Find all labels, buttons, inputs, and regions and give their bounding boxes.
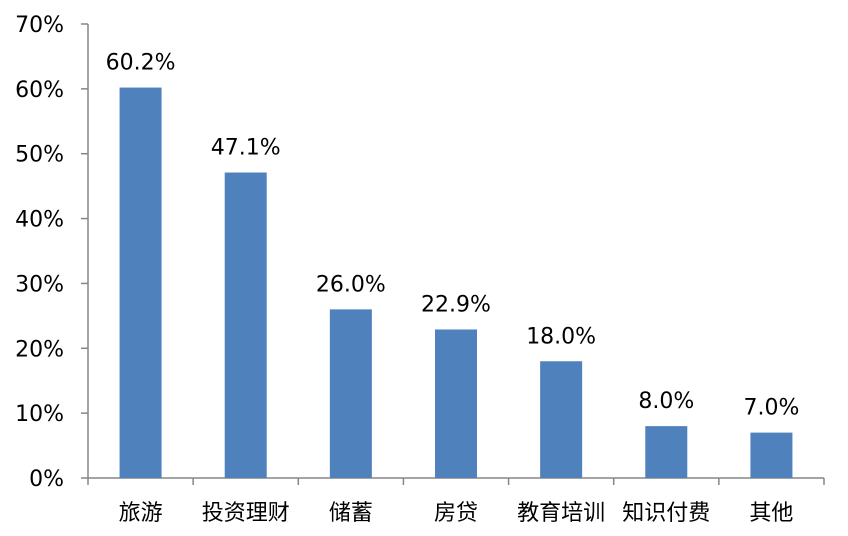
bar [645, 426, 688, 478]
y-axis: 0% 10% 20% 30% 40% 50% 60% 70% [15, 13, 89, 492]
x-category-label: 房贷 [434, 501, 478, 526]
bar [119, 87, 162, 478]
y-tick-label: 40% [15, 208, 64, 233]
data-label: 47.1% [211, 136, 281, 161]
data-label: 22.9% [421, 292, 491, 317]
data-label: 60.2% [106, 51, 176, 76]
data-label: 7.0% [743, 396, 799, 421]
x-category-label: 储蓄 [329, 501, 373, 526]
x-category-label: 其他 [749, 501, 793, 526]
bar [435, 329, 477, 478]
x-category-label: 旅游 [119, 501, 163, 526]
y-tick-label: 20% [15, 337, 64, 362]
bar [750, 432, 793, 478]
y-tick-label: 70% [15, 13, 64, 38]
x-category-label: 知识付费 [622, 501, 710, 526]
data-label: 26.0% [316, 272, 386, 297]
x-axis: 旅游 投资理财 储蓄 房贷 教育培训 知识付费 其他 [87, 477, 825, 526]
x-category-label: 教育培训 [517, 501, 605, 526]
x-category-label: 投资理财 [202, 501, 290, 526]
y-tick-label: 10% [15, 402, 64, 427]
bar [540, 361, 583, 478]
bar [329, 309, 372, 478]
bars [119, 87, 793, 478]
y-tick-label: 60% [15, 78, 64, 103]
y-tick-label: 30% [15, 272, 64, 297]
y-tick-label: 50% [15, 143, 64, 168]
data-label: 8.0% [638, 389, 694, 414]
data-label: 18.0% [526, 324, 596, 349]
bar [224, 172, 267, 478]
y-tick-label: 0% [29, 467, 64, 492]
data-labels: 60.2% 47.1% 26.0% 22.9% 18.0% 8.0% 7.0% [106, 51, 800, 421]
